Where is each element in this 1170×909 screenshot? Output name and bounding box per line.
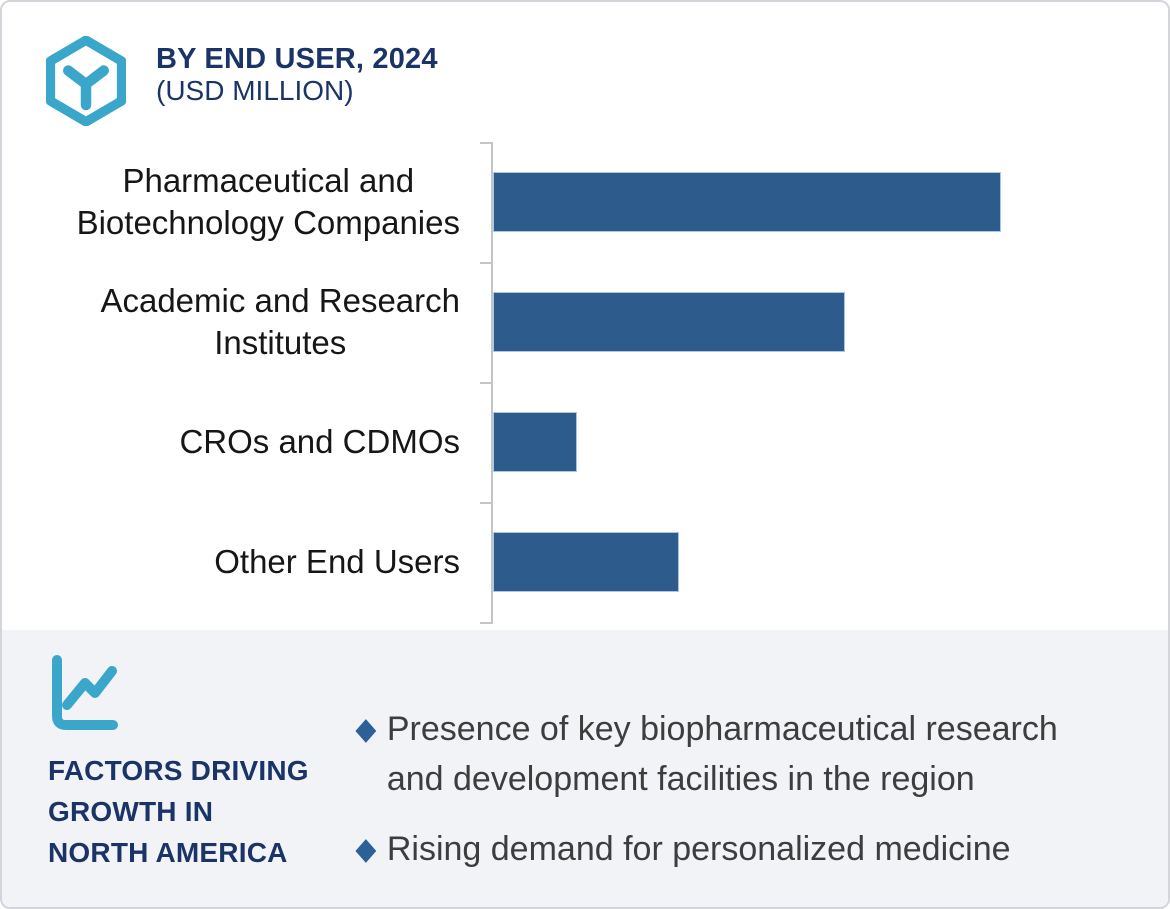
factor-bullet-text: Rising demand for personalized medicine [386, 830, 1011, 868]
hexagon-y-icon [46, 36, 126, 126]
axis-tick [480, 382, 492, 384]
chart-title: BY END USER, 2024 [156, 43, 438, 75]
factors-heading: FACTORS DRIVING GROWTH IN NORTH AMERICA [48, 755, 309, 868]
diamond-bullet-icon: ◆ [355, 711, 377, 746]
factor-bullet-text: Presence of key biopharmaceutical resear… [386, 710, 1058, 798]
factor-bullet-item: ◆ Presence of key biopharmaceutical rese… [354, 704, 1058, 804]
line-chart-icon [52, 655, 118, 730]
chart-header: BY END USER, 2024 (USD MILLION) [156, 43, 438, 107]
bar-other-end-users [493, 532, 679, 592]
bar-cros-cdmos [493, 412, 577, 472]
category-label-cros-cdmos: CROs and CDMOs [179, 423, 460, 460]
category-label-other-end-users: Other End Users [214, 543, 460, 580]
bar-academic-research [493, 292, 845, 352]
axis-tick [480, 622, 492, 624]
category-label-pharma-biotech: Pharmaceutical and Biotechnology Compani… [76, 162, 460, 241]
factor-bullet-item: ◆ Rising demand for personalized medicin… [354, 824, 1011, 874]
bar-pharma-biotech [493, 172, 1001, 232]
chart-subtitle: (USD MILLION) [156, 75, 354, 106]
factors-panel: FACTORS DRIVING GROWTH IN NORTH AMERICA … [2, 630, 1168, 907]
y-axis-line [491, 142, 493, 624]
axis-tick [480, 502, 492, 504]
axis-tick [480, 142, 492, 144]
category-label-academic-research: Academic and Research Institutes [100, 282, 460, 361]
diamond-bullet-icon: ◆ [355, 831, 377, 866]
axis-tick [480, 262, 492, 264]
